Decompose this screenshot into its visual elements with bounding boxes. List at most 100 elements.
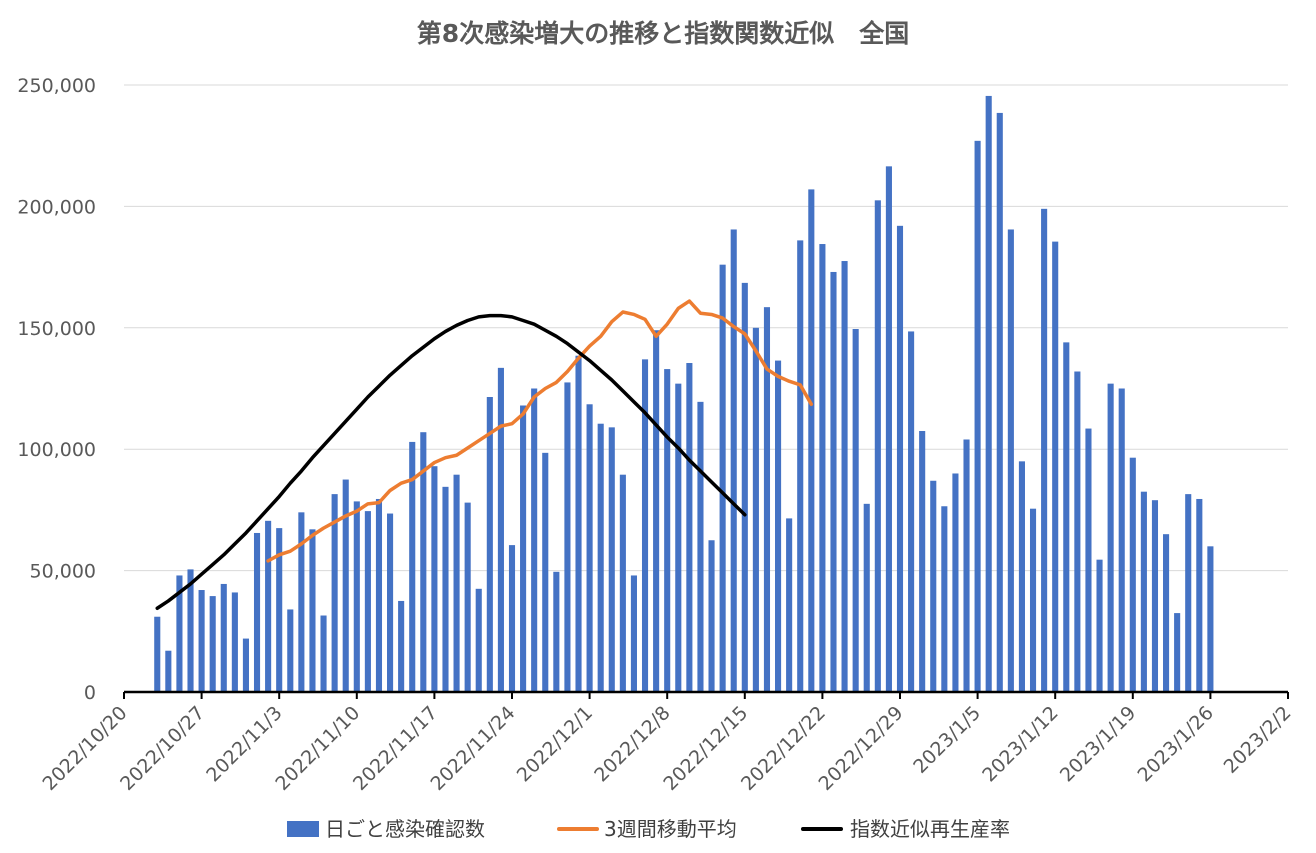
bar — [209, 596, 216, 692]
bar — [874, 200, 881, 692]
bar — [1096, 559, 1103, 692]
bar — [442, 486, 449, 692]
bar — [1007, 229, 1014, 692]
bar — [775, 360, 782, 692]
y-tick-label: 250,000 — [17, 75, 96, 97]
bar — [919, 430, 926, 692]
bar — [597, 423, 604, 692]
bar — [187, 569, 194, 692]
bar — [331, 494, 338, 692]
bar — [786, 518, 793, 692]
bar — [708, 540, 715, 692]
bar — [1185, 494, 1192, 692]
bar — [1018, 461, 1025, 692]
bar — [1107, 383, 1114, 692]
bar — [1174, 613, 1181, 692]
bar — [686, 363, 693, 692]
bar — [253, 532, 261, 692]
bar — [1085, 428, 1092, 692]
bar — [675, 383, 682, 692]
bar — [176, 575, 183, 692]
bar — [1140, 491, 1147, 692]
bar — [486, 397, 493, 692]
bar — [520, 405, 527, 692]
bar — [497, 367, 504, 692]
bar — [896, 225, 904, 692]
bar — [730, 229, 737, 692]
bar — [475, 588, 482, 692]
legend: 日ごと感染確認数 3週間移動平均 指数近似再生産率 — [287, 817, 1010, 841]
bar — [553, 571, 560, 692]
bar — [242, 638, 249, 692]
bar — [154, 616, 161, 692]
bar — [941, 506, 948, 692]
bar — [398, 600, 405, 692]
bar — [1052, 241, 1059, 693]
legend-label: 3週間移動平均 — [604, 817, 737, 841]
bar — [364, 511, 371, 692]
line-series — [155, 299, 814, 610]
bar — [431, 466, 438, 692]
bar — [464, 502, 471, 692]
legend-swatch-bar — [287, 821, 319, 837]
bar — [1163, 534, 1170, 692]
bar — [641, 359, 649, 692]
bar — [852, 329, 859, 692]
series-line-2 — [155, 313, 747, 610]
bar — [453, 474, 460, 692]
bar — [1041, 208, 1048, 692]
bar — [342, 479, 349, 692]
bar — [198, 590, 205, 692]
bar — [752, 327, 759, 692]
bar — [963, 439, 970, 692]
bar — [608, 427, 615, 692]
bar — [508, 545, 516, 692]
bar — [420, 432, 427, 692]
bar — [908, 331, 915, 692]
bar-series — [154, 95, 1214, 693]
bar — [564, 382, 571, 692]
bar — [531, 388, 538, 692]
series-line-1 — [266, 299, 814, 563]
bar — [697, 401, 704, 692]
bar — [808, 189, 815, 692]
bar — [930, 480, 937, 692]
bar — [1063, 342, 1070, 692]
y-tick-label: 200,000 — [17, 196, 96, 218]
legend-label: 日ごと感染確認数 — [325, 817, 485, 841]
bar — [630, 575, 637, 692]
bar — [664, 369, 671, 692]
bar — [265, 520, 272, 692]
chart-title: 第8次感染増大の推移と指数関数近似 全国 — [417, 19, 909, 48]
bar — [320, 615, 327, 692]
bar — [1151, 500, 1159, 692]
bar — [1207, 546, 1214, 692]
bar — [863, 503, 870, 692]
bar — [387, 513, 394, 692]
bar — [231, 592, 238, 692]
y-tick-label: 0 — [84, 682, 96, 704]
bar — [375, 498, 383, 692]
bar — [1196, 498, 1203, 692]
bar — [586, 404, 593, 692]
bar — [575, 355, 582, 692]
bar — [409, 441, 416, 692]
legend-label: 指数近似再生産率 — [850, 817, 1010, 841]
bar — [841, 261, 848, 692]
bar — [763, 307, 771, 692]
bar — [952, 473, 959, 692]
bar — [1074, 371, 1081, 692]
bar — [819, 244, 826, 692]
bar — [1118, 388, 1125, 692]
bar — [985, 95, 992, 693]
bar — [353, 501, 360, 692]
bar — [165, 650, 172, 692]
bar — [885, 166, 892, 693]
bar — [619, 474, 626, 692]
bar — [741, 282, 748, 692]
bar — [830, 271, 837, 692]
bar — [276, 528, 283, 692]
bar — [309, 529, 316, 692]
y-tick-label: 100,000 — [17, 439, 96, 461]
